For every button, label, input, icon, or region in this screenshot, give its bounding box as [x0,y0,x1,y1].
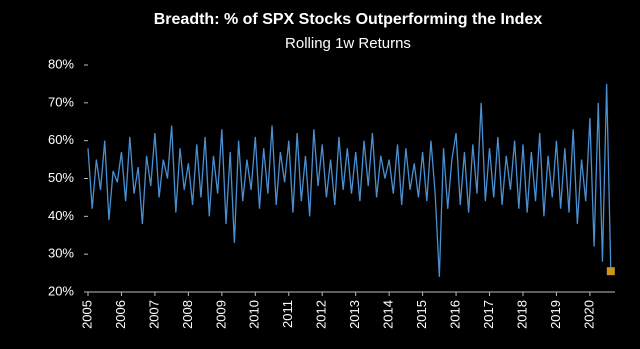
x-tick-label: 2018 [514,300,529,329]
y-tick-label: 20% [48,283,74,298]
x-tick-label: 2008 [180,300,195,329]
x-tick-label: 2005 [79,300,94,329]
x-tick-label: 2012 [314,300,329,329]
y-tick-label: 70% [48,94,74,109]
x-tick-label: 2009 [213,300,228,329]
y-tick-label: 50% [48,170,74,185]
y-tick-label: 80% [48,56,74,71]
x-tick-label: 2017 [481,300,496,329]
x-tick-label: 2011 [280,300,295,328]
x-tick-label: 2013 [347,300,362,329]
y-tick-label: 60% [48,132,74,147]
data-line [87,83,612,277]
x-tick-label: 2016 [448,300,463,329]
x-tick-label: 2015 [414,300,429,329]
last-point-marker [606,267,615,276]
chart-subtitle: Rolling 1w Returns [285,35,411,52]
x-tick-label: 2014 [381,300,396,329]
y-tick-label: 30% [48,246,74,261]
x-tick-label: 2020 [581,300,596,329]
x-tick-label: 2006 [113,300,128,329]
chart-title: Breadth: % of SPX Stocks Outperforming t… [154,11,543,28]
x-tick-label: 2010 [247,300,262,329]
x-tick-label: 2007 [146,300,161,329]
x-tick-label: 2019 [548,300,563,329]
y-tick-label: 40% [48,208,74,223]
